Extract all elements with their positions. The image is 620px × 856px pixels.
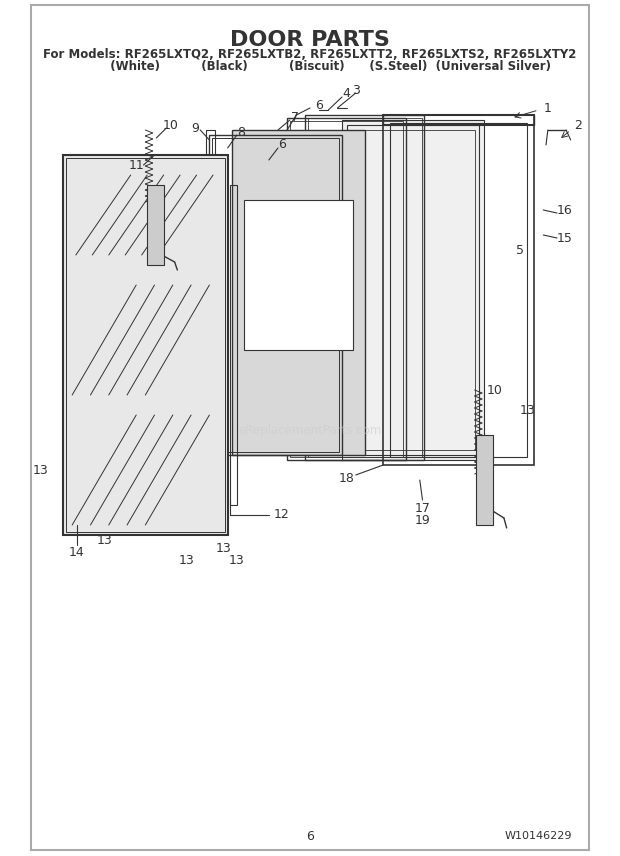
Text: 12: 12: [273, 508, 289, 521]
Text: 13: 13: [179, 554, 195, 567]
Bar: [147, 185, 164, 265]
Bar: [306, 115, 424, 460]
Bar: [66, 158, 225, 532]
Text: 13: 13: [520, 403, 536, 417]
Text: 10: 10: [163, 118, 179, 132]
Text: 4: 4: [343, 86, 350, 99]
Text: 3: 3: [352, 84, 360, 97]
Text: 6: 6: [315, 98, 323, 111]
Bar: [351, 130, 475, 450]
Bar: [287, 118, 406, 460]
Text: 7: 7: [291, 110, 299, 123]
Text: 6: 6: [306, 829, 314, 842]
Text: 9: 9: [192, 122, 200, 134]
Text: 13: 13: [215, 542, 231, 555]
Bar: [244, 200, 353, 350]
Bar: [290, 121, 403, 457]
Text: 15: 15: [556, 231, 572, 245]
Text: 16: 16: [556, 204, 572, 217]
Text: W10146229: W10146229: [505, 831, 572, 841]
Text: 5: 5: [516, 243, 525, 257]
Text: 13: 13: [96, 533, 112, 546]
Text: 8: 8: [237, 126, 246, 139]
Text: For Models: RF265LXTQ2, RF265LXTB2, RF265LXTT2, RF265LXTS2, RF265LXTY2: For Models: RF265LXTQ2, RF265LXTB2, RF26…: [43, 48, 577, 61]
Bar: [232, 130, 365, 455]
Text: (White)          (Black)          (Biscuit)      (S.Steel)  (Universal Silver): (White) (Black) (Biscuit) (S.Steel) (Uni…: [69, 60, 551, 73]
Bar: [383, 115, 534, 465]
Bar: [342, 120, 484, 460]
Text: 2: 2: [574, 118, 582, 132]
Text: 14: 14: [69, 546, 84, 560]
Text: 19: 19: [415, 514, 430, 526]
Bar: [212, 138, 339, 452]
Text: 13: 13: [229, 554, 245, 567]
Text: 6: 6: [278, 138, 286, 151]
Text: 13: 13: [32, 463, 48, 477]
Text: DOOR PARTS: DOOR PARTS: [230, 30, 390, 50]
Bar: [63, 155, 228, 535]
Bar: [229, 185, 237, 505]
Text: 10: 10: [487, 383, 502, 396]
Text: 11: 11: [128, 158, 144, 171]
Bar: [347, 125, 479, 455]
Text: 18: 18: [339, 472, 355, 484]
Bar: [206, 130, 215, 460]
Bar: [477, 435, 493, 525]
Text: eReplacementParts.com: eReplacementParts.com: [238, 424, 382, 437]
Text: 1: 1: [544, 102, 552, 115]
Bar: [391, 123, 527, 457]
Bar: [210, 135, 342, 455]
Bar: [308, 118, 422, 457]
Text: 17: 17: [415, 502, 430, 514]
